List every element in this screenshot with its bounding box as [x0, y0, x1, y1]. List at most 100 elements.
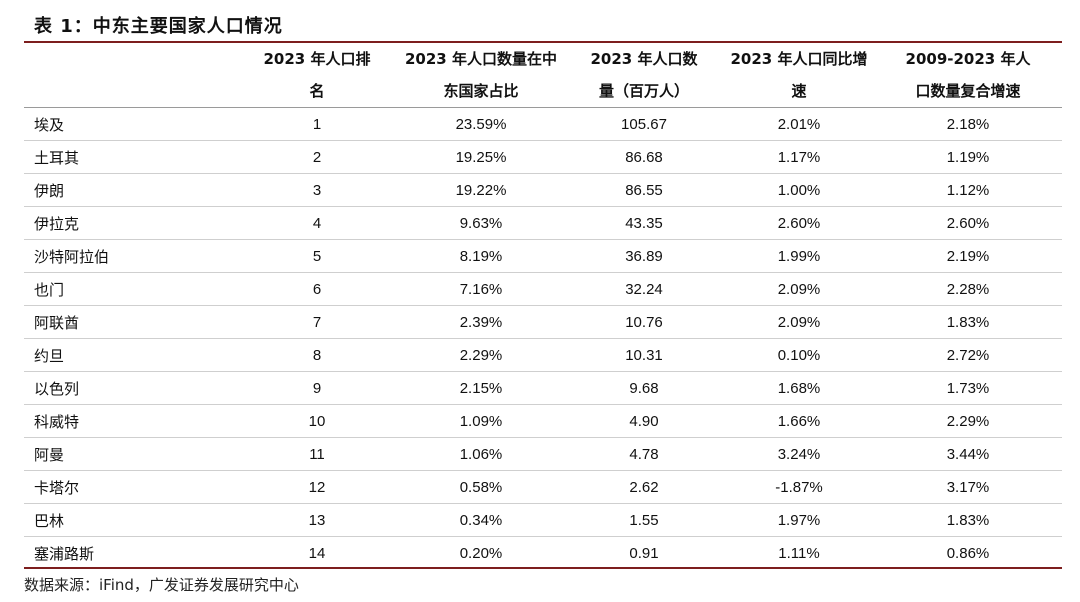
country-cell: 土耳其	[24, 140, 236, 174]
column-header-line2: 量（百万人）	[598, 82, 689, 100]
value-cell: 1.55	[564, 503, 724, 537]
column-header-line2: 东国家占比	[443, 82, 519, 100]
value-cell: 1.83%	[874, 503, 1062, 537]
table-row: 伊拉克 4 9.63% 43.35 2.60% 2.60%	[24, 206, 1062, 240]
value-cell: 2.09%	[724, 272, 874, 306]
table-row: 约旦 8 2.29% 10.31 0.10% 2.72%	[24, 338, 1062, 372]
value-cell: 3.44%	[874, 437, 1062, 471]
country-cell: 以色列	[24, 371, 236, 405]
value-cell: 1.09%	[398, 404, 564, 438]
value-cell: 43.35	[564, 206, 724, 240]
table-body: 埃及 1 23.59% 105.67 2.01% 2.18% 土耳其 2 19.25% 86.68…	[24, 107, 1062, 570]
value-cell: 9.63%	[398, 206, 564, 240]
value-cell: 10.76	[564, 305, 724, 339]
country-cell: 阿联酋	[24, 305, 236, 339]
value-cell: 86.68	[564, 140, 724, 174]
value-cell: 1.12%	[874, 173, 1062, 207]
value-cell: 3.17%	[874, 470, 1062, 504]
column-header-line2: 名	[309, 82, 325, 100]
table-row: 土耳其 2 19.25% 86.68 1.17% 1.19%	[24, 140, 1062, 174]
value-cell: 1.00%	[724, 173, 874, 207]
value-cell: 4.78	[564, 437, 724, 471]
value-cell: 14	[308, 544, 326, 562]
table-header-row: 2023 年人口排名 2023 年人口数量在中 东国家占比 2023 年人口数 量（百万…	[24, 43, 1062, 108]
value-cell: 12	[236, 470, 398, 504]
country-cell: 伊拉克	[24, 206, 236, 240]
column-header-1: 2023 年人口排名	[236, 43, 398, 108]
value-cell: 0.58%	[398, 470, 564, 504]
value-cell: 8.19%	[398, 239, 564, 273]
value-cell: 2.15%	[398, 371, 564, 405]
value-cell: 3	[236, 173, 398, 207]
table-row: 也门 6 7.16% 32.24 2.09% 2.28%	[24, 272, 1062, 306]
column-header-5: 2009-2023 年人 口数量复合增速	[874, 43, 1062, 108]
value-cell: 2.39%	[398, 305, 564, 339]
value-cell: 2.18%	[874, 107, 1062, 141]
country-cell: 塞浦路斯	[34, 544, 95, 563]
source-note: 数据来源：iFind，广发证券发展研究中心	[24, 576, 299, 594]
value-cell: 0.20%	[459, 544, 503, 562]
value-cell: 11	[236, 437, 398, 471]
value-cell: 32.24	[564, 272, 724, 306]
column-header-line1: 2023 年人口同比增	[730, 50, 868, 68]
value-cell: 2.19%	[874, 239, 1062, 273]
value-cell: 36.89	[564, 239, 724, 273]
table-row: 伊朗 3 19.22% 86.55 1.00% 1.12%	[24, 173, 1062, 207]
value-cell: 1.06%	[398, 437, 564, 471]
value-cell: 4	[236, 206, 398, 240]
value-cell: 0.10%	[724, 338, 874, 372]
value-cell: 2.60%	[874, 206, 1062, 240]
table-row: 塞浦路斯 14 0.20% 0.91 1.11% 0.86%	[24, 537, 1062, 570]
value-cell: 1.66%	[724, 404, 874, 438]
value-cell: 13	[236, 503, 398, 537]
value-cell: 19.25%	[398, 140, 564, 174]
value-cell: 3.24%	[724, 437, 874, 471]
value-cell: 2.01%	[724, 107, 874, 141]
value-cell: 1.11%	[778, 544, 820, 562]
column-header-0	[24, 43, 236, 108]
value-cell: 1.17%	[724, 140, 874, 174]
table-row: 阿联酋 7 2.39% 10.76 2.09% 1.83%	[24, 305, 1062, 339]
value-cell: 10	[236, 404, 398, 438]
bottom-rule	[24, 567, 1062, 569]
country-cell: 沙特阿拉伯	[24, 239, 236, 273]
value-cell: 2.72%	[874, 338, 1062, 372]
value-cell: 1.73%	[874, 371, 1062, 405]
value-cell: 105.67	[564, 107, 724, 141]
value-cell: -1.87%	[724, 470, 874, 504]
country-cell: 科威特	[24, 404, 236, 438]
value-cell: 1.97%	[724, 503, 874, 537]
value-cell: 23.59%	[398, 107, 564, 141]
column-header-line1: 2023 年人口数量在中	[405, 50, 557, 68]
table-row: 巴林 13 0.34% 1.55 1.97% 1.83%	[24, 503, 1062, 537]
value-cell: 2.28%	[874, 272, 1062, 306]
value-cell: 2.62	[564, 470, 724, 504]
value-cell: 1.83%	[874, 305, 1062, 339]
column-header-line2: 速	[791, 82, 807, 100]
table-row: 科威特 10 1.09% 4.90 1.66% 2.29%	[24, 404, 1062, 438]
table-title: 表 1：中东主要国家人口情况	[34, 16, 283, 37]
column-header-line1: 2009-2023 年人	[905, 50, 1031, 68]
table-row: 阿曼 11 1.06% 4.78 3.24% 3.44%	[24, 437, 1062, 471]
country-cell: 也门	[24, 272, 236, 306]
value-cell: 1.68%	[724, 371, 874, 405]
value-cell: 9.68	[564, 371, 724, 405]
value-cell: 2.09%	[724, 305, 874, 339]
country-cell: 卡塔尔	[24, 470, 236, 504]
value-cell: 9	[236, 371, 398, 405]
column-header-line2: 口数量复合增速	[915, 82, 1021, 100]
table-row: 以色列 9 2.15% 9.68 1.68% 1.73%	[24, 371, 1062, 405]
value-cell: 4.90	[564, 404, 724, 438]
value-cell: 8	[236, 338, 398, 372]
value-cell: 86.55	[564, 173, 724, 207]
top-rule	[24, 41, 1062, 43]
column-header-line1: 2023 年人口数	[590, 50, 698, 68]
table-row: 埃及 1 23.59% 105.67 2.01% 2.18%	[24, 107, 1062, 141]
column-header-3: 2023 年人口数 量（百万人）	[564, 43, 724, 108]
value-cell: 19.22%	[398, 173, 564, 207]
table-row: 沙特阿拉伯 5 8.19% 36.89 1.99% 2.19%	[24, 239, 1062, 273]
value-cell: 2.60%	[724, 206, 874, 240]
table-row: 卡塔尔 12 0.58% 2.62 -1.87% 3.17%	[24, 470, 1062, 504]
column-header-line1: 2023 年人口排	[263, 50, 371, 68]
column-header-4: 2023 年人口同比增速	[724, 43, 874, 108]
